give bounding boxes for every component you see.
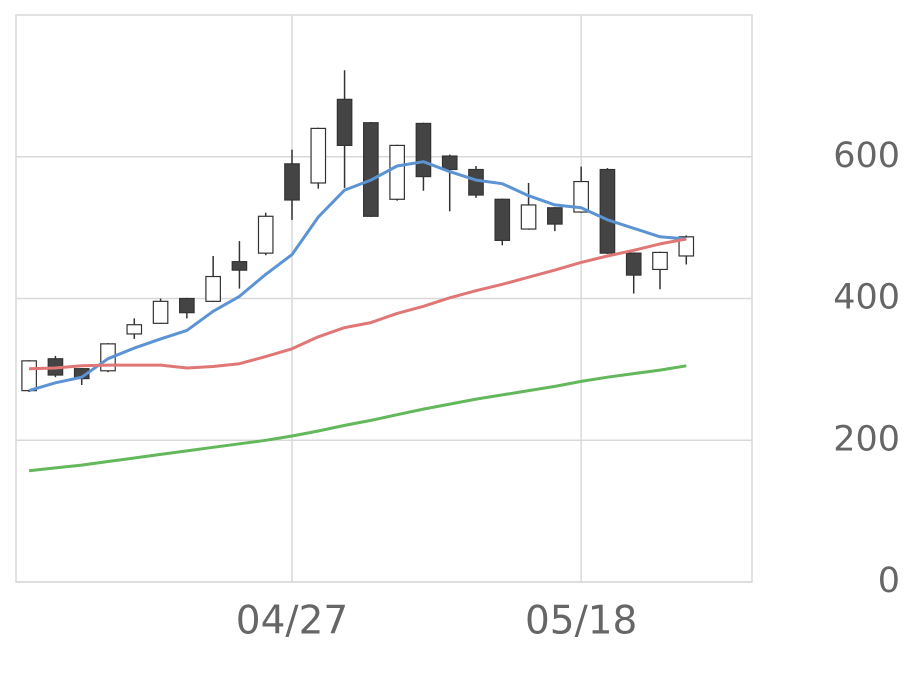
- candle-body: [441, 155, 458, 171]
- candle-body: [284, 163, 300, 201]
- candle-body: [547, 207, 563, 225]
- candle-body: [310, 127, 327, 184]
- candle-body: [179, 297, 195, 314]
- y-tick-label: 400: [833, 278, 900, 318]
- y-tick-label: 600: [833, 136, 900, 176]
- candle-body: [152, 300, 169, 324]
- x-tick-label: 05/18: [525, 599, 637, 644]
- candle-body: [520, 204, 537, 230]
- candle-body: [652, 251, 668, 271]
- x-tick-label: 04/27: [236, 599, 348, 644]
- candle-body: [389, 144, 405, 200]
- candle-body: [625, 252, 642, 276]
- candle-body: [363, 122, 379, 217]
- moving-average-line: [29, 237, 687, 371]
- candle-body: [231, 261, 248, 271]
- candle-body: [336, 98, 353, 147]
- candle-body: [126, 324, 143, 335]
- candle-body: [599, 168, 616, 254]
- moving-average-line: [28, 160, 687, 393]
- y-tick-label: 200: [833, 419, 900, 459]
- moving-average-line: [28, 364, 687, 473]
- candle-body: [257, 215, 274, 254]
- candle-body: [494, 198, 511, 241]
- candle-body: [573, 180, 589, 213]
- candle-body: [205, 275, 221, 302]
- y-tick-label: 0: [878, 561, 900, 601]
- candle-body: [678, 236, 695, 257]
- candle-body: [21, 360, 37, 392]
- candle-body: [415, 122, 432, 178]
